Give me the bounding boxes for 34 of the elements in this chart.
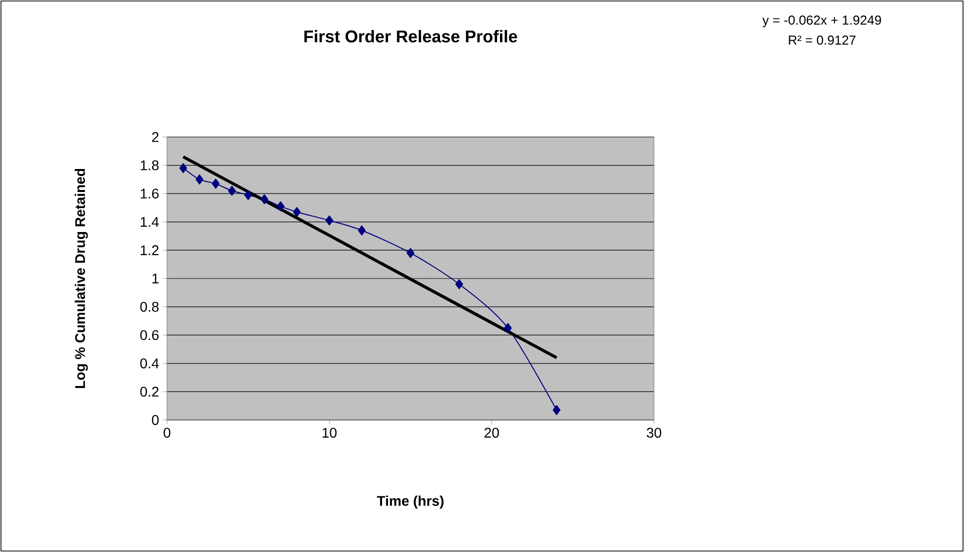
y-tick-label: 1.2 [140, 245, 159, 256]
x-tick-label: 10 [322, 428, 337, 438]
point [406, 248, 414, 258]
y-tick-label: 0.2 [140, 386, 159, 397]
y-tick-label: 1.4 [140, 217, 159, 227]
y-tick-label: 1.6 [140, 188, 159, 199]
point [455, 279, 464, 290]
chart-title: First Order Release Profile [304, 30, 518, 42]
point [228, 186, 236, 196]
point [504, 323, 512, 334]
x-axis-title: Time (hrs) [376, 496, 444, 509]
y-tick-label: 0 [152, 415, 159, 425]
point [212, 178, 220, 189]
x-tick-label: 30 [646, 428, 662, 438]
y-tick-label: 0.6 [140, 330, 159, 340]
point [552, 405, 560, 416]
text: y = -0.062x + 1.9249 [762, 16, 882, 28]
x-tick-label: 20 [484, 428, 499, 438]
y-tick-label: 0.8 [140, 302, 159, 312]
point [358, 225, 366, 236]
point [276, 201, 285, 212]
y-tick-label: 0.4 [140, 358, 159, 368]
point [325, 215, 334, 226]
y-tick-label: 2 [152, 132, 158, 142]
y-tick-label: 1.8 [140, 160, 159, 170]
text: R² = 0.9127 [788, 36, 856, 45]
point [179, 163, 188, 174]
point [292, 206, 301, 217]
x-tick-label: 0 [164, 428, 170, 438]
y-tick-label: 1 [152, 274, 159, 284]
point [244, 190, 252, 200]
point [260, 194, 268, 204]
y-axis-title: Log % Cumulative Drug Retained [74, 168, 88, 388]
point [196, 174, 204, 184]
